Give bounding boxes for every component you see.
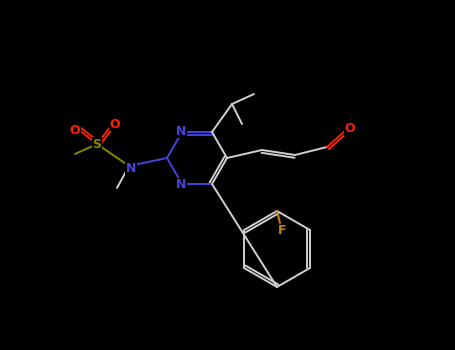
Text: N: N xyxy=(176,178,186,191)
Text: N: N xyxy=(176,125,186,138)
Text: O: O xyxy=(110,118,120,131)
Text: N: N xyxy=(126,161,136,175)
Text: S: S xyxy=(92,138,101,150)
Text: F: F xyxy=(278,224,286,238)
Text: O: O xyxy=(70,124,81,136)
Text: O: O xyxy=(345,122,355,135)
